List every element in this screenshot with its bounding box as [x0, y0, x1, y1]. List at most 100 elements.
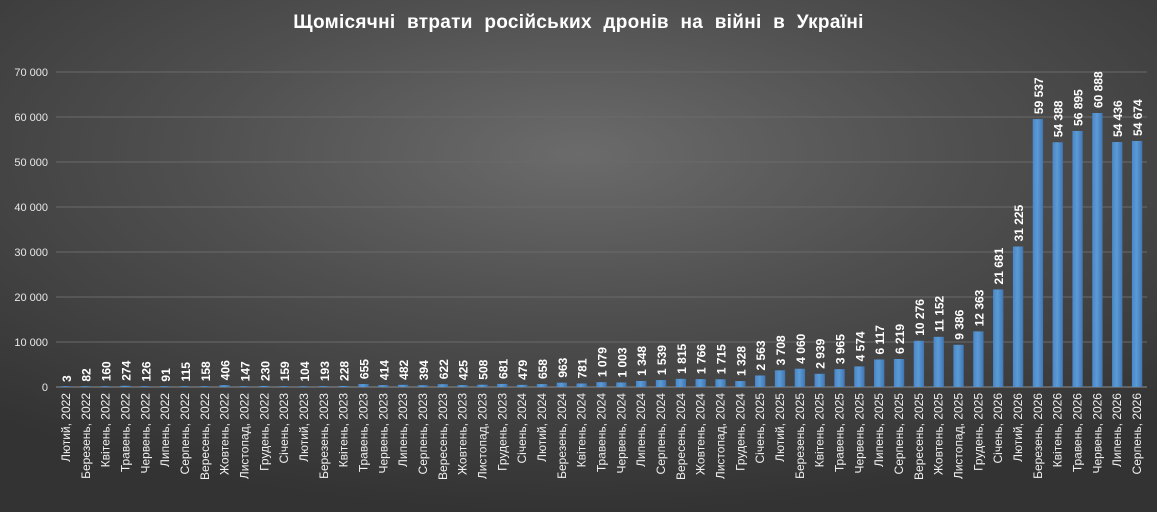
bar — [1112, 142, 1123, 387]
bar — [953, 344, 964, 387]
data-label: 4 574 — [853, 331, 867, 361]
data-label: 3 965 — [834, 334, 848, 364]
bar — [259, 385, 270, 387]
bar — [715, 379, 726, 387]
x-tick-label: Жовтень, 2025 — [932, 393, 946, 475]
x-tick-label: Лютий, 2025 — [773, 393, 787, 462]
x-tick-label: Березень, 2023 — [317, 393, 331, 479]
data-label: 6 117 — [873, 325, 887, 355]
data-label: 681 — [496, 359, 510, 379]
x-tick-label: Травень, 2025 — [833, 393, 847, 472]
bar — [636, 380, 647, 387]
data-label: 104 — [298, 361, 312, 381]
y-tick-label: 50 000 — [14, 157, 48, 169]
bar — [576, 383, 587, 387]
x-tick-label: Листопад, 2022 — [237, 393, 251, 479]
bar — [596, 382, 607, 387]
x-tick-label: Червень, 2025 — [852, 393, 866, 474]
x-tick-label: Липень, 2022 — [158, 393, 172, 467]
data-label: 2 563 — [754, 340, 768, 370]
x-tick-label: Серпень, 2023 — [416, 393, 430, 475]
bar — [814, 373, 825, 387]
x-tick-label: Квітень, 2022 — [99, 393, 113, 468]
x-tick-label: Квітень, 2025 — [813, 393, 827, 468]
bar — [616, 382, 627, 387]
x-tick-label: Червень, 2026 — [1090, 393, 1104, 474]
x-tick-label: Березень, 2025 — [793, 393, 807, 479]
data-label: 115 — [179, 362, 193, 382]
x-tick-label: Грудень, 2023 — [495, 393, 509, 471]
data-label: 781 — [576, 358, 590, 378]
x-tick-label: Лютий, 2024 — [535, 393, 549, 462]
x-tick-label: Червень, 2024 — [614, 393, 628, 474]
data-label: 54 436 — [1111, 100, 1125, 137]
bar — [417, 385, 429, 387]
x-tick-label: Липень, 2023 — [396, 393, 410, 467]
x-tick-label: Березень, 2026 — [1031, 393, 1045, 479]
bar — [477, 384, 488, 387]
data-label: 230 — [258, 361, 272, 381]
x-tick-label: Квітень, 2024 — [575, 393, 589, 468]
bar — [338, 385, 349, 387]
x-tick-label: Січень, 2026 — [991, 393, 1005, 464]
y-tick-label: 60 000 — [14, 112, 48, 124]
bar — [378, 385, 389, 387]
x-tick-label: Квітень, 2026 — [1051, 393, 1065, 468]
bar — [179, 386, 191, 387]
bar — [933, 336, 944, 387]
bar — [120, 385, 131, 387]
bar — [199, 386, 210, 387]
data-label: 655 — [357, 359, 371, 379]
data-label: 425 — [457, 360, 471, 380]
bar — [695, 379, 706, 387]
bar — [854, 366, 865, 387]
data-label: 6 219 — [893, 324, 907, 354]
y-tick-label: 0 — [42, 382, 48, 394]
x-tick-label: Жовтень, 2024 — [694, 393, 708, 475]
bar — [437, 384, 448, 387]
x-tick-label: Травень, 2024 — [595, 393, 609, 472]
data-label: 274 — [119, 360, 133, 380]
x-tick-label: Серпень, 2022 — [178, 393, 192, 475]
data-label: 228 — [338, 361, 352, 381]
x-tick-label: Березень, 2022 — [79, 393, 93, 479]
data-label: 9 386 — [953, 309, 967, 339]
x-tick-label: Травень, 2022 — [118, 393, 132, 472]
bar — [278, 386, 290, 387]
bar — [993, 289, 1004, 387]
x-tick-label: Листопад, 2025 — [952, 393, 966, 479]
y-tick-label: 30 000 — [14, 247, 48, 259]
data-label: 56 895 — [1072, 89, 1086, 126]
x-tick-label: Жовтень, 2022 — [218, 393, 232, 475]
data-label: 622 — [437, 359, 451, 379]
x-tick-label: Лютий, 2022 — [59, 393, 73, 462]
x-tick-label: Серпень, 2025 — [892, 393, 906, 475]
bar — [675, 378, 687, 387]
data-label: 31 225 — [1012, 204, 1026, 241]
x-tick-label: Вересень, 2023 — [436, 393, 450, 480]
data-label: 1 348 — [635, 346, 649, 376]
bar — [457, 385, 468, 387]
bar — [655, 380, 667, 387]
data-label: 1 715 — [715, 344, 729, 374]
x-tick-label: Грудень, 2024 — [733, 393, 747, 471]
x-tick-label: Вересень, 2022 — [198, 393, 212, 480]
x-tick-label: Травень, 2026 — [1071, 393, 1085, 472]
data-label: 159 — [278, 361, 292, 381]
bar — [735, 381, 746, 387]
x-tick-label: Вересень, 2025 — [912, 393, 926, 480]
bar — [913, 340, 925, 387]
x-tick-label: Лютий, 2026 — [1011, 393, 1025, 462]
data-label: 54 674 — [1131, 99, 1145, 136]
x-tick-label: Лютий, 2023 — [297, 393, 311, 462]
x-tick-label: Січень, 2025 — [753, 393, 767, 464]
y-tick-label: 40 000 — [14, 202, 48, 214]
bar — [358, 384, 369, 387]
bar — [794, 368, 806, 387]
bar — [973, 331, 984, 387]
data-label: 508 — [476, 359, 490, 379]
bar — [1032, 119, 1044, 388]
data-label: 1 766 — [695, 344, 709, 374]
data-label: 10 276 — [913, 299, 927, 336]
